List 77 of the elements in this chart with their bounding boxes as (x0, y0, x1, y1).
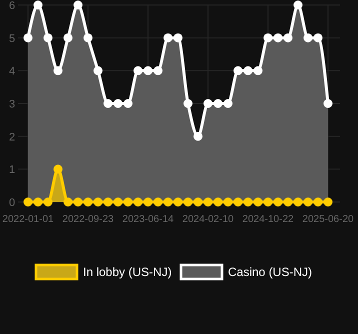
point (274, 198, 282, 206)
point (94, 198, 102, 206)
x-tick-label: 2022-09-23 (62, 214, 114, 225)
point (194, 198, 202, 206)
point (54, 66, 62, 76)
point (204, 99, 212, 108)
point (244, 198, 252, 206)
point (254, 66, 262, 76)
point (64, 198, 72, 206)
y-tick-label: 3 (8, 98, 16, 110)
point (84, 198, 92, 206)
y-tick-label: 4 (8, 66, 16, 78)
x-tick-label: 2024-02-10 (182, 214, 234, 225)
y-tick-label: 5 (8, 32, 16, 45)
point (84, 33, 92, 42)
y-tick-label: 1 (8, 164, 16, 176)
point (24, 33, 32, 42)
point (124, 198, 132, 206)
x-tick-label: 2025-06-20 (302, 214, 354, 225)
point (304, 198, 312, 206)
x-tick-label: 2022-01-01 (2, 214, 54, 225)
point (104, 99, 112, 108)
point (144, 198, 152, 206)
point (314, 33, 322, 42)
point (224, 198, 232, 206)
point (114, 198, 122, 206)
point (174, 33, 182, 42)
point (134, 66, 142, 76)
point (274, 33, 282, 42)
point (214, 99, 222, 108)
point (304, 33, 312, 42)
point (74, 198, 82, 206)
legend-label: Casino (US-NJ) (228, 265, 312, 279)
point (264, 33, 272, 42)
point (194, 132, 202, 141)
point (234, 198, 242, 206)
point (34, 198, 42, 206)
x-tick-label: 2024-10-22 (242, 214, 294, 225)
point (314, 198, 322, 206)
point (284, 33, 292, 42)
point (154, 198, 162, 206)
point (264, 198, 272, 206)
point (244, 66, 252, 76)
point (184, 99, 192, 108)
point (174, 198, 182, 206)
point (294, 198, 302, 206)
point (124, 99, 132, 108)
point (134, 198, 142, 206)
y-tick-label: 0 (8, 197, 16, 209)
point (104, 198, 112, 206)
point (64, 33, 72, 42)
point (284, 198, 292, 206)
point (234, 66, 242, 76)
x-tick-label: 2023-06-14 (122, 214, 174, 225)
point (24, 198, 32, 206)
y-tick-label: 6 (8, 0, 16, 12)
point (204, 198, 212, 206)
point (154, 66, 162, 76)
point (164, 198, 172, 206)
y-tick-label: 2 (8, 131, 16, 144)
point (144, 66, 152, 76)
point (164, 33, 172, 42)
legend-label: In lobby (US-NJ) (83, 265, 172, 279)
point (114, 99, 122, 108)
point (34, 0, 42, 10)
point (224, 99, 232, 108)
point (294, 0, 302, 10)
point (184, 198, 192, 206)
point (214, 198, 222, 206)
point (324, 198, 332, 206)
point (254, 198, 262, 206)
point (74, 0, 82, 10)
point (44, 33, 52, 42)
point (324, 99, 332, 108)
point (44, 198, 52, 206)
point (94, 66, 102, 76)
point (54, 164, 62, 174)
